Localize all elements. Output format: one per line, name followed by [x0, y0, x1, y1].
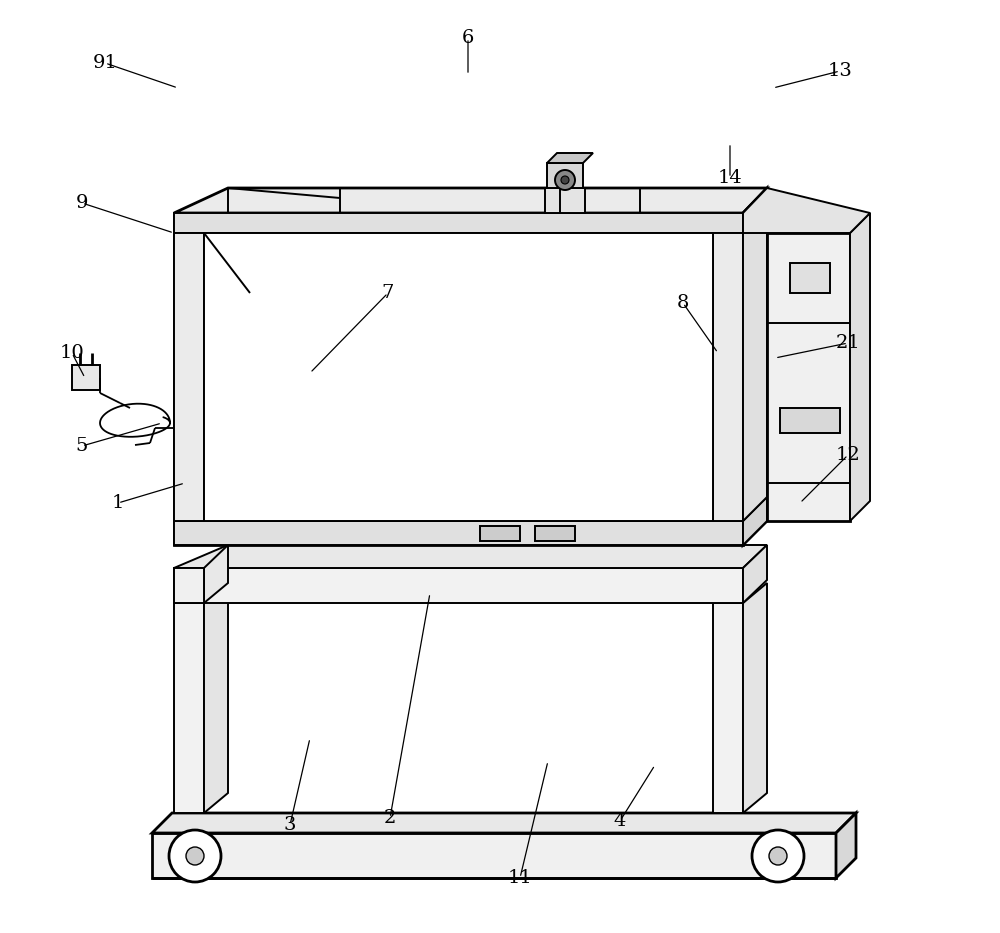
Polygon shape	[545, 188, 585, 213]
Polygon shape	[743, 545, 767, 603]
Polygon shape	[713, 233, 743, 521]
Text: 2: 2	[384, 809, 396, 827]
Polygon shape	[174, 568, 743, 603]
Text: 12: 12	[836, 446, 860, 464]
Polygon shape	[743, 188, 767, 545]
Polygon shape	[174, 213, 743, 233]
Polygon shape	[174, 603, 204, 813]
Polygon shape	[174, 188, 767, 213]
Polygon shape	[480, 526, 520, 541]
Text: 13: 13	[828, 62, 852, 80]
Polygon shape	[767, 213, 870, 233]
Text: 10: 10	[60, 344, 84, 362]
Polygon shape	[204, 233, 713, 521]
Polygon shape	[174, 568, 204, 603]
Circle shape	[752, 830, 804, 882]
Polygon shape	[152, 813, 856, 833]
Polygon shape	[174, 521, 743, 545]
Text: 1: 1	[112, 494, 124, 512]
Polygon shape	[547, 163, 583, 188]
Polygon shape	[743, 188, 767, 233]
Text: 14: 14	[718, 169, 742, 187]
Polygon shape	[204, 583, 228, 813]
Text: 7: 7	[382, 284, 394, 302]
Polygon shape	[780, 408, 840, 433]
Polygon shape	[152, 833, 836, 878]
Polygon shape	[767, 233, 850, 521]
Polygon shape	[204, 545, 228, 603]
Text: 8: 8	[677, 294, 689, 312]
Polygon shape	[72, 365, 100, 390]
Polygon shape	[743, 497, 767, 545]
Polygon shape	[174, 545, 767, 568]
Polygon shape	[713, 603, 743, 813]
Polygon shape	[743, 209, 767, 521]
Circle shape	[169, 830, 221, 882]
Polygon shape	[790, 263, 830, 293]
Circle shape	[561, 176, 569, 184]
Text: 91: 91	[93, 54, 117, 72]
Circle shape	[186, 847, 204, 865]
Polygon shape	[535, 526, 575, 541]
Circle shape	[769, 847, 787, 865]
Text: 9: 9	[76, 194, 88, 212]
Polygon shape	[174, 213, 743, 545]
Polygon shape	[174, 233, 204, 521]
Text: 21: 21	[836, 334, 860, 352]
Text: 11: 11	[508, 869, 532, 887]
Polygon shape	[836, 813, 856, 878]
Circle shape	[555, 170, 575, 190]
Polygon shape	[850, 213, 870, 521]
Text: 5: 5	[76, 437, 88, 455]
Text: 6: 6	[462, 29, 474, 47]
Polygon shape	[743, 583, 767, 813]
Text: 3: 3	[284, 816, 296, 834]
Polygon shape	[547, 153, 593, 163]
Polygon shape	[743, 188, 870, 233]
Text: 4: 4	[614, 812, 626, 830]
